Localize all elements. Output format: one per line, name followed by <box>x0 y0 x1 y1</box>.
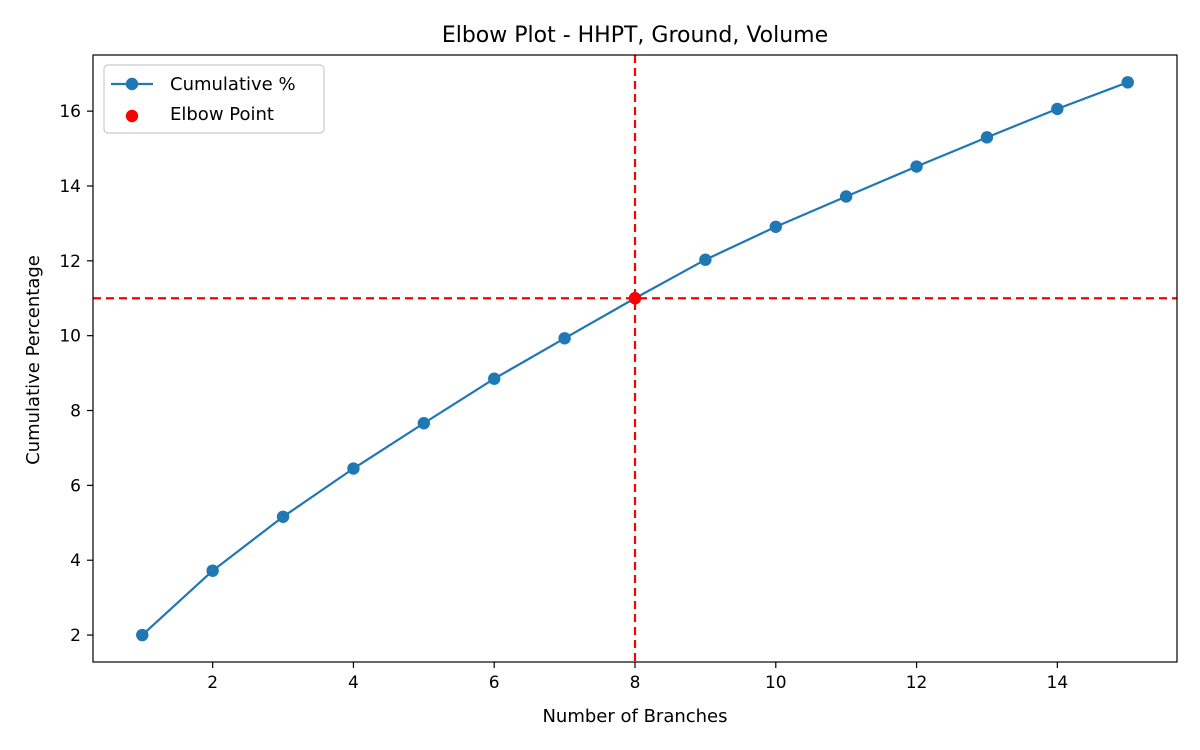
y-axis-label: Cumulative Percentage <box>23 255 44 465</box>
data-point <box>769 220 782 233</box>
y-tick-label: 6 <box>70 476 81 496</box>
x-tick-label: 12 <box>906 673 928 693</box>
x-tick-label: 4 <box>348 673 359 693</box>
y-tick-label: 10 <box>59 327 81 347</box>
data-point <box>1121 76 1134 89</box>
legend: Cumulative % Elbow Point <box>103 64 325 134</box>
x-axis-label: Number of Branches <box>542 706 727 727</box>
elbow-point-marker <box>628 292 642 305</box>
x-tick-label: 14 <box>1047 673 1069 693</box>
data-point <box>910 160 923 173</box>
data-point <box>206 564 219 577</box>
chart-title: Elbow Plot - HHPT, Ground, Volume <box>442 23 828 48</box>
y-tick-label: 14 <box>59 177 81 197</box>
data-point <box>1051 102 1064 116</box>
data-point <box>417 417 431 430</box>
y-tick-label: 4 <box>70 551 81 571</box>
y-tick-label: 12 <box>59 252 81 272</box>
y-tick-label: 8 <box>70 402 81 422</box>
legend-marker-swatch <box>125 77 139 91</box>
x-tick-label: 2 <box>207 673 218 693</box>
data-point <box>347 462 360 475</box>
legend-label-elbow: Elbow Point <box>170 104 274 125</box>
plot-area: 2 4 6 8 10 12 14 2 4 6 8 10 12 14 16 Cumulative % Elbow … <box>59 54 1178 693</box>
x-tick-label: 8 <box>630 673 641 693</box>
x-tick-label: 6 <box>489 673 500 693</box>
legend-label-cumulative: Cumulative % <box>170 74 296 95</box>
data-point <box>558 332 571 345</box>
data-point <box>699 253 712 266</box>
data-point <box>980 131 994 144</box>
data-point <box>276 510 290 523</box>
data-point <box>136 628 149 642</box>
y-tick-label: 2 <box>70 626 81 646</box>
legend-elbow-swatch <box>125 109 139 123</box>
legend-box <box>103 64 325 134</box>
x-tick-label: 10 <box>765 673 787 693</box>
data-point <box>839 190 853 203</box>
y-tick-label: 16 <box>59 102 81 122</box>
data-point <box>488 372 501 385</box>
